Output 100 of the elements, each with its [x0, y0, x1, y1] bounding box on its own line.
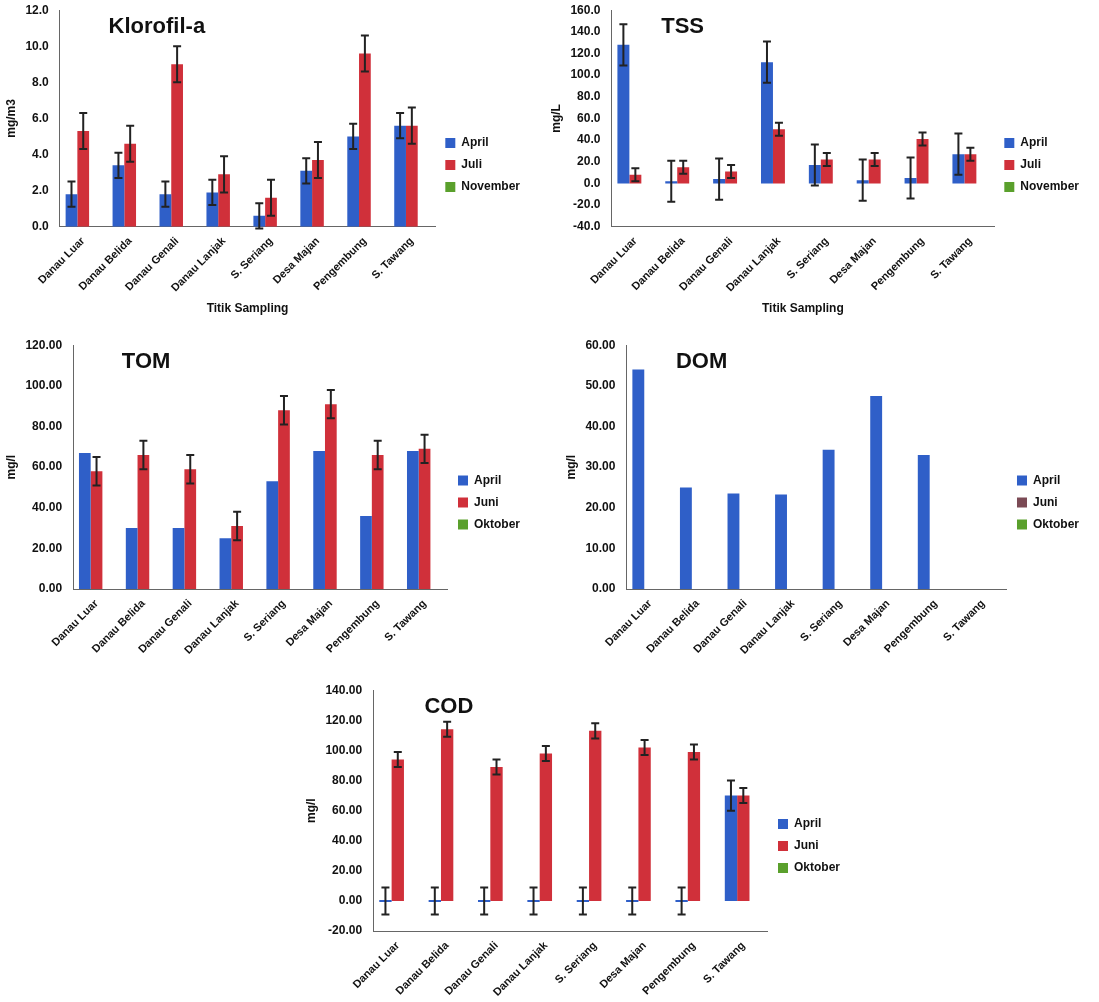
- y-tick-label: -20.00: [328, 923, 363, 938]
- bar: [724, 795, 738, 901]
- y-tick-label: 20.00: [585, 500, 616, 515]
- y-tick-label: 0.00: [592, 581, 616, 596]
- y-tick-label: 80.00: [32, 418, 63, 433]
- bar: [760, 62, 773, 184]
- y-tick-label: 80.0: [577, 89, 601, 104]
- bar: [206, 192, 219, 227]
- bar: [90, 471, 103, 590]
- y-tick-label: 0.00: [38, 581, 63, 596]
- bar: [300, 170, 313, 227]
- legend-label: Juni: [793, 838, 819, 853]
- bar: [313, 450, 325, 590]
- bar: [964, 154, 977, 184]
- x-axis-title: Titik Sampling: [206, 301, 289, 316]
- legend-label: Juni: [1032, 494, 1058, 509]
- bar: [218, 174, 230, 227]
- bar: [124, 143, 137, 227]
- bar: [324, 404, 337, 590]
- bar: [394, 125, 406, 227]
- bar: [727, 493, 740, 590]
- bar: [916, 139, 929, 184]
- bar: [679, 487, 692, 590]
- bar: [137, 454, 150, 590]
- bar: [917, 454, 930, 590]
- legend-label: Oktober: [473, 516, 521, 531]
- chart-title: COD: [424, 693, 474, 719]
- bar: [371, 454, 384, 590]
- y-tick-label: 100.00: [25, 378, 63, 393]
- bar: [171, 64, 183, 227]
- chart-title: Klorofil-a: [108, 13, 206, 39]
- bar: [312, 159, 324, 227]
- bar: [266, 481, 279, 590]
- chart-title: DOM: [675, 348, 728, 374]
- bar: [125, 528, 138, 590]
- bar: [231, 526, 243, 590]
- y-tick-label: 100.00: [325, 742, 363, 757]
- y-axis-title: mg/L: [548, 104, 563, 133]
- y-tick-label: -20.0: [573, 197, 601, 212]
- y-tick-label: 40.00: [32, 500, 63, 515]
- y-tick-label: 120.00: [25, 337, 63, 352]
- bar: [77, 131, 90, 227]
- y-tick-label: 120.00: [325, 712, 363, 727]
- y-tick-label: 140.0: [570, 24, 601, 39]
- legend-label: April: [793, 816, 822, 831]
- y-tick-label: 120.0: [570, 45, 601, 60]
- bar: [822, 449, 835, 590]
- bar: [184, 469, 197, 590]
- bar: [405, 125, 418, 227]
- y-tick-label: 4.0: [32, 146, 50, 161]
- bar: [617, 44, 630, 184]
- x-axis-title: Titik Sampling: [761, 301, 844, 316]
- y-tick-label: 40.00: [332, 833, 363, 848]
- y-tick-label: 160.0: [570, 2, 601, 17]
- bar: [539, 753, 553, 901]
- y-tick-label: 0.0: [32, 219, 50, 234]
- legend-label: Oktober: [1032, 516, 1080, 531]
- y-axis-title: mg/l: [303, 798, 318, 823]
- bar: [219, 538, 232, 590]
- y-tick-label: 40.0: [577, 132, 601, 147]
- bar: [172, 528, 185, 590]
- legend-label: November: [461, 179, 521, 194]
- y-axis-title: mg/l: [563, 454, 578, 480]
- y-tick-label: 140.00: [325, 682, 363, 697]
- legend-label: Juli: [1020, 157, 1041, 172]
- bar: [440, 729, 454, 901]
- legend-label: Juli: [461, 157, 482, 172]
- bar: [589, 730, 602, 901]
- y-tick-label: 10.00: [585, 540, 616, 555]
- y-tick-label: 10.0: [25, 38, 50, 53]
- y-tick-label: 0.0: [583, 175, 601, 190]
- y-tick-label: 100.0: [570, 67, 601, 82]
- y-tick-label: 6.0: [32, 110, 50, 125]
- y-tick-label: 0.00: [338, 893, 363, 908]
- legend-label: Oktober: [793, 860, 841, 875]
- y-tick-label: 40.00: [585, 418, 616, 433]
- legend-label: April: [461, 135, 489, 150]
- legend-label: April: [1032, 472, 1061, 487]
- y-tick-label: 50.00: [585, 378, 616, 393]
- bar: [278, 410, 290, 590]
- bar: [406, 450, 419, 590]
- legend-label: April: [473, 472, 502, 487]
- y-tick-label: 8.0: [32, 74, 50, 89]
- bar: [632, 369, 645, 590]
- y-tick-label: 80.00: [332, 772, 363, 787]
- chart-title: TOM: [121, 348, 171, 374]
- bar: [870, 396, 883, 590]
- bar: [360, 515, 372, 590]
- bar: [687, 751, 701, 901]
- y-tick-label: 2.0: [32, 182, 50, 197]
- y-tick-label: -40.0: [573, 219, 601, 234]
- bar: [490, 766, 503, 901]
- y-tick-label: 30.00: [585, 459, 616, 474]
- chart-title: TSS: [661, 13, 704, 39]
- y-tick-label: 60.00: [332, 802, 363, 817]
- bar: [737, 795, 750, 901]
- legend-label: Juni: [473, 494, 499, 509]
- y-tick-label: 60.0: [577, 110, 601, 125]
- y-tick-label: 20.00: [332, 863, 363, 878]
- bar: [359, 53, 371, 227]
